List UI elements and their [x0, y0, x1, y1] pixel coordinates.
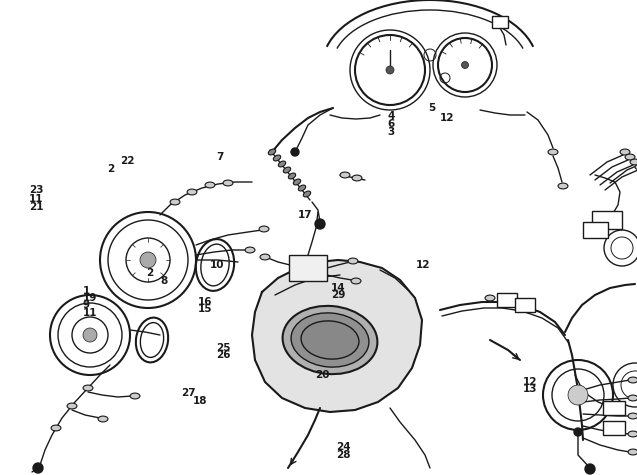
- Ellipse shape: [628, 431, 637, 437]
- Text: 12: 12: [415, 260, 430, 270]
- Ellipse shape: [548, 149, 558, 155]
- Text: 23: 23: [29, 185, 43, 195]
- Circle shape: [585, 464, 595, 474]
- Text: 16: 16: [197, 296, 212, 307]
- Ellipse shape: [283, 306, 377, 374]
- Ellipse shape: [298, 185, 306, 191]
- Ellipse shape: [628, 413, 637, 419]
- Bar: [603, 401, 625, 415]
- Circle shape: [568, 385, 588, 405]
- Bar: [492, 16, 508, 28]
- Text: 7: 7: [217, 152, 224, 162]
- Text: 11: 11: [83, 307, 97, 318]
- Ellipse shape: [628, 395, 637, 401]
- Ellipse shape: [187, 189, 197, 195]
- Ellipse shape: [283, 167, 290, 173]
- Text: 20: 20: [315, 370, 330, 380]
- Text: 12: 12: [522, 377, 537, 387]
- Text: 14: 14: [331, 283, 346, 294]
- Text: 19: 19: [83, 293, 97, 304]
- Text: 18: 18: [192, 396, 207, 407]
- Ellipse shape: [485, 295, 495, 301]
- Bar: [582, 222, 608, 238]
- Ellipse shape: [628, 377, 637, 383]
- Ellipse shape: [51, 425, 61, 431]
- Circle shape: [33, 463, 43, 473]
- Ellipse shape: [245, 247, 255, 253]
- Circle shape: [140, 252, 156, 268]
- Text: 2: 2: [107, 163, 114, 174]
- Ellipse shape: [635, 164, 637, 170]
- Text: 13: 13: [522, 384, 537, 395]
- Bar: [289, 255, 327, 281]
- Ellipse shape: [303, 191, 311, 197]
- Ellipse shape: [289, 173, 296, 179]
- Text: 29: 29: [331, 290, 346, 301]
- Text: 12: 12: [440, 113, 454, 123]
- Ellipse shape: [293, 179, 301, 185]
- Ellipse shape: [205, 182, 215, 188]
- Polygon shape: [252, 260, 422, 412]
- Text: 27: 27: [182, 388, 196, 399]
- Circle shape: [574, 428, 582, 436]
- Ellipse shape: [620, 149, 630, 155]
- Text: 6: 6: [387, 119, 394, 130]
- Ellipse shape: [268, 149, 276, 155]
- Ellipse shape: [98, 416, 108, 422]
- Text: 4: 4: [387, 111, 395, 122]
- Ellipse shape: [170, 199, 180, 205]
- Text: 17: 17: [298, 209, 313, 220]
- Text: 15: 15: [197, 304, 212, 314]
- Ellipse shape: [628, 449, 637, 455]
- Text: 1: 1: [83, 286, 90, 296]
- Circle shape: [461, 61, 468, 68]
- Ellipse shape: [223, 180, 233, 186]
- Bar: [592, 211, 622, 229]
- Text: 5: 5: [428, 103, 435, 114]
- Text: 11: 11: [29, 193, 43, 204]
- Ellipse shape: [130, 393, 140, 399]
- Ellipse shape: [260, 254, 270, 260]
- Ellipse shape: [630, 159, 637, 165]
- Ellipse shape: [301, 321, 359, 359]
- Ellipse shape: [259, 226, 269, 232]
- Ellipse shape: [83, 385, 93, 391]
- Text: 3: 3: [387, 127, 394, 137]
- Ellipse shape: [67, 403, 77, 409]
- Text: 2: 2: [147, 268, 154, 278]
- Text: 9: 9: [83, 300, 90, 311]
- Text: 25: 25: [217, 342, 231, 353]
- Ellipse shape: [351, 278, 361, 284]
- Ellipse shape: [558, 183, 568, 189]
- Ellipse shape: [340, 172, 350, 178]
- Ellipse shape: [273, 155, 281, 161]
- Ellipse shape: [352, 175, 362, 181]
- Circle shape: [315, 219, 325, 229]
- Text: 21: 21: [29, 201, 43, 212]
- Text: 8: 8: [161, 276, 168, 286]
- Text: 22: 22: [120, 155, 134, 166]
- Ellipse shape: [291, 313, 369, 367]
- Text: 24: 24: [336, 442, 351, 453]
- Text: 28: 28: [336, 450, 351, 460]
- Text: 26: 26: [217, 350, 231, 361]
- Circle shape: [83, 328, 97, 342]
- Ellipse shape: [348, 258, 358, 264]
- Bar: [515, 298, 535, 312]
- Ellipse shape: [625, 154, 635, 160]
- Bar: [497, 293, 517, 307]
- Bar: [603, 421, 625, 435]
- Circle shape: [386, 66, 394, 74]
- Ellipse shape: [278, 161, 285, 167]
- Circle shape: [291, 148, 299, 156]
- Text: 10: 10: [210, 260, 225, 270]
